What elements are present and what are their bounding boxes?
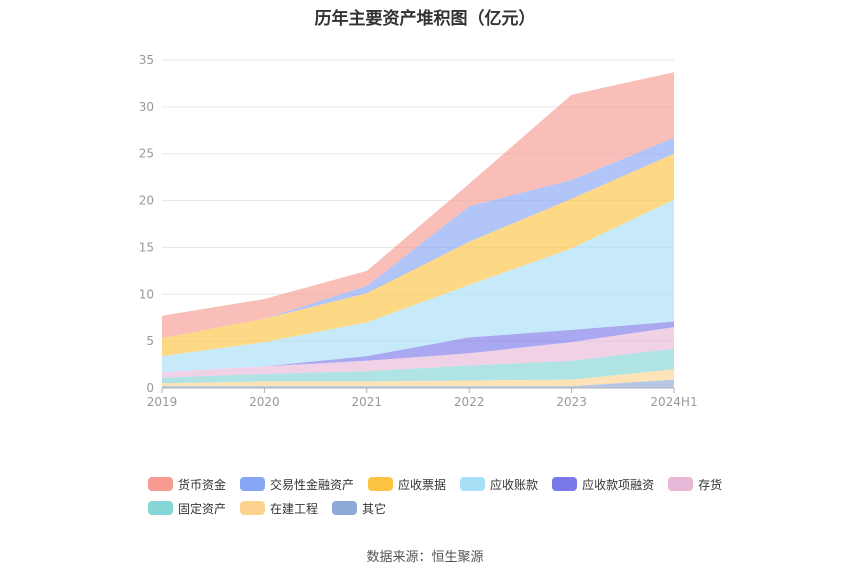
- legend-label: 存货: [698, 477, 723, 492]
- legend-row: 货币资金 交易性金融资产 应收票据 应收账款 应收款项融资 存货: [148, 472, 748, 496]
- chart-title: 历年主要资产堆积图（亿元）: [314, 9, 536, 29]
- area-应收款项融资[interactable]: [162, 321, 674, 373]
- y-tick-label: 15: [139, 240, 154, 254]
- area-存货[interactable]: [162, 327, 674, 378]
- legend-label: 交易性金融资产: [270, 477, 355, 492]
- legend-swatch: [240, 501, 266, 515]
- axes: 0 5 10 15 20 25 30 35 2019 2020 2021 2022 2023 2024H1: [139, 53, 698, 409]
- legend-label: 在建工程: [270, 501, 319, 516]
- legend-item[interactable]: 应收账款: [460, 476, 538, 493]
- legend-item[interactable]: 存货: [668, 476, 722, 493]
- legend-row: 固定资产 在建工程 其它: [148, 496, 748, 520]
- legend-swatch: [368, 477, 394, 491]
- y-tick-label: 0: [146, 381, 154, 395]
- legend-label: 应收账款: [490, 477, 539, 492]
- legend-item[interactable]: 应收票据: [368, 476, 446, 493]
- area-其它[interactable]: [162, 379, 674, 388]
- y-tick-label: 35: [139, 53, 154, 67]
- legend-label: 货币资金: [178, 477, 227, 492]
- legend-item[interactable]: 其它: [332, 500, 386, 517]
- legend-item[interactable]: 应收款项融资: [552, 476, 654, 493]
- x-tick-label: 2021: [352, 395, 383, 409]
- legend-label: 应收票据: [398, 477, 447, 492]
- area-在建工程[interactable]: [162, 369, 674, 387]
- area-应收票据[interactable]: [162, 153, 674, 357]
- legend-label: 应收款项融资: [582, 477, 655, 492]
- legend-label: 其它: [362, 501, 387, 516]
- area-应收账款[interactable]: [162, 199, 674, 373]
- x-tick-label: 2023: [556, 395, 587, 409]
- x-tick-label: 2024H1: [650, 395, 697, 409]
- legend-swatch: [332, 501, 358, 515]
- legend-item[interactable]: 交易性金融资产: [240, 476, 354, 493]
- y-tick-label: 5: [146, 334, 154, 348]
- legend-swatch: [668, 477, 694, 491]
- legend-swatch: [552, 477, 578, 491]
- data-source-note: 数据来源：恒生聚源: [366, 550, 484, 565]
- x-tick-label: 2019: [147, 395, 178, 409]
- y-tick-label: 20: [139, 194, 154, 208]
- y-tick-label: 25: [139, 147, 154, 161]
- legend: 货币资金 交易性金融资产 应收票据 应收账款 应收款项融资 存货 固定资产 在建工程 其它: [148, 472, 748, 520]
- legend-label: 固定资产: [178, 501, 227, 516]
- legend-swatch: [240, 477, 266, 491]
- area-series: [162, 72, 674, 388]
- legend-item[interactable]: 固定资产: [148, 500, 226, 517]
- area-交易性金融资产[interactable]: [162, 137, 674, 339]
- y-tick-label: 10: [139, 287, 154, 301]
- legend-swatch: [460, 477, 486, 491]
- y-tick-label: 30: [139, 100, 154, 114]
- x-tick-label: 2022: [454, 395, 485, 409]
- area-固定资产[interactable]: [162, 348, 674, 384]
- x-tick-label: 2020: [249, 395, 280, 409]
- legend-swatch: [148, 477, 173, 491]
- area-货币资金[interactable]: [162, 72, 674, 339]
- legend-item[interactable]: 在建工程: [240, 500, 318, 517]
- legend-swatch: [148, 501, 173, 515]
- legend-item[interactable]: 货币资金: [148, 476, 226, 493]
